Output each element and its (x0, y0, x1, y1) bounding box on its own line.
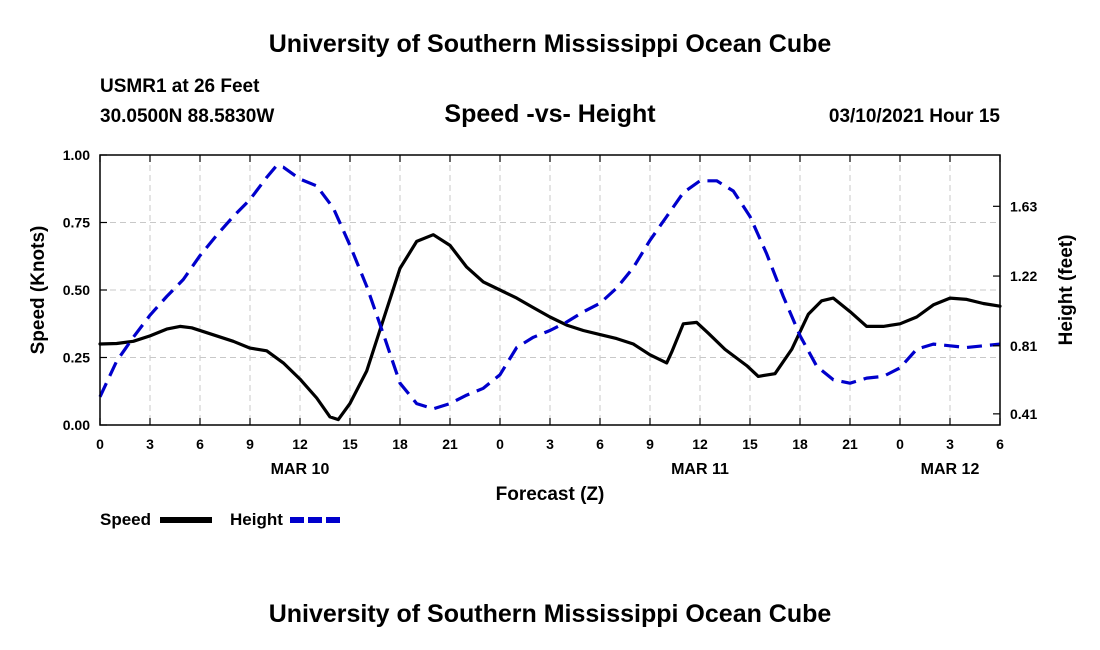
x-tick-label: 6 (196, 436, 204, 452)
x-tick-label: 15 (342, 436, 358, 452)
station-label: USMR1 at 26 Feet (100, 76, 260, 97)
x-tick-label: 3 (546, 436, 554, 452)
x-tick-label: 18 (392, 436, 408, 452)
x-axis-title: Forecast (Z) (496, 484, 605, 505)
datetime-label: 03/10/2021 Hour 15 (828, 106, 1000, 127)
x-tick-label: 12 (292, 436, 308, 452)
x-tick-label: 3 (946, 436, 954, 452)
date-label: MAR 11 (671, 461, 729, 478)
y-left-tick-label: 0.75 (63, 215, 90, 231)
x-tick-label: 15 (742, 436, 758, 452)
y-right-tick-label: 0.81 (1010, 338, 1037, 354)
x-tick-label: 9 (246, 436, 254, 452)
y-right-tick-label: 1.63 (1010, 198, 1037, 214)
coordinates-label: 30.0500N 88.5830W (100, 106, 275, 127)
y-left-tick-label: 1.00 (63, 147, 90, 163)
date-label: MAR 10 (271, 461, 330, 478)
chart-subtitle: Speed -vs- Height (444, 100, 656, 128)
y-left-tick-label: 0.50 (63, 282, 90, 298)
x-tick-label: 6 (596, 436, 604, 452)
x-tick-label: 9 (646, 436, 654, 452)
y-right-tick-label: 1.22 (1010, 268, 1037, 284)
x-tick-label: 3 (146, 436, 154, 452)
y-left-tick-label: 0.25 (63, 350, 90, 366)
x-tick-label: 0 (896, 436, 904, 452)
page-title: University of Southern Mississippi Ocean… (268, 30, 832, 58)
x-tick-label: 0 (496, 436, 504, 452)
x-tick-label: 21 (842, 436, 858, 452)
legend-label-speed: Speed (100, 510, 151, 529)
y-right-tick-label: 0.41 (1010, 406, 1037, 422)
legend-label-height: Height (230, 510, 283, 529)
x-tick-label: 0 (96, 436, 104, 452)
page-footer-title: University of Southern Mississippi Ocean… (268, 600, 832, 628)
series-line-height (98, 163, 1001, 411)
y-left-tick-label: 0.00 (63, 417, 90, 433)
x-tick-label: 6 (996, 436, 1004, 452)
y-right-axis-title: Height (feet) (1056, 235, 1077, 346)
date-label: MAR 12 (921, 461, 980, 478)
x-tick-label: 21 (442, 436, 458, 452)
x-tick-label: 12 (692, 436, 708, 452)
y-left-axis-title: Speed (Knots) (28, 226, 49, 355)
x-tick-label: 18 (792, 436, 808, 452)
series-line-speed (98, 233, 1002, 422)
